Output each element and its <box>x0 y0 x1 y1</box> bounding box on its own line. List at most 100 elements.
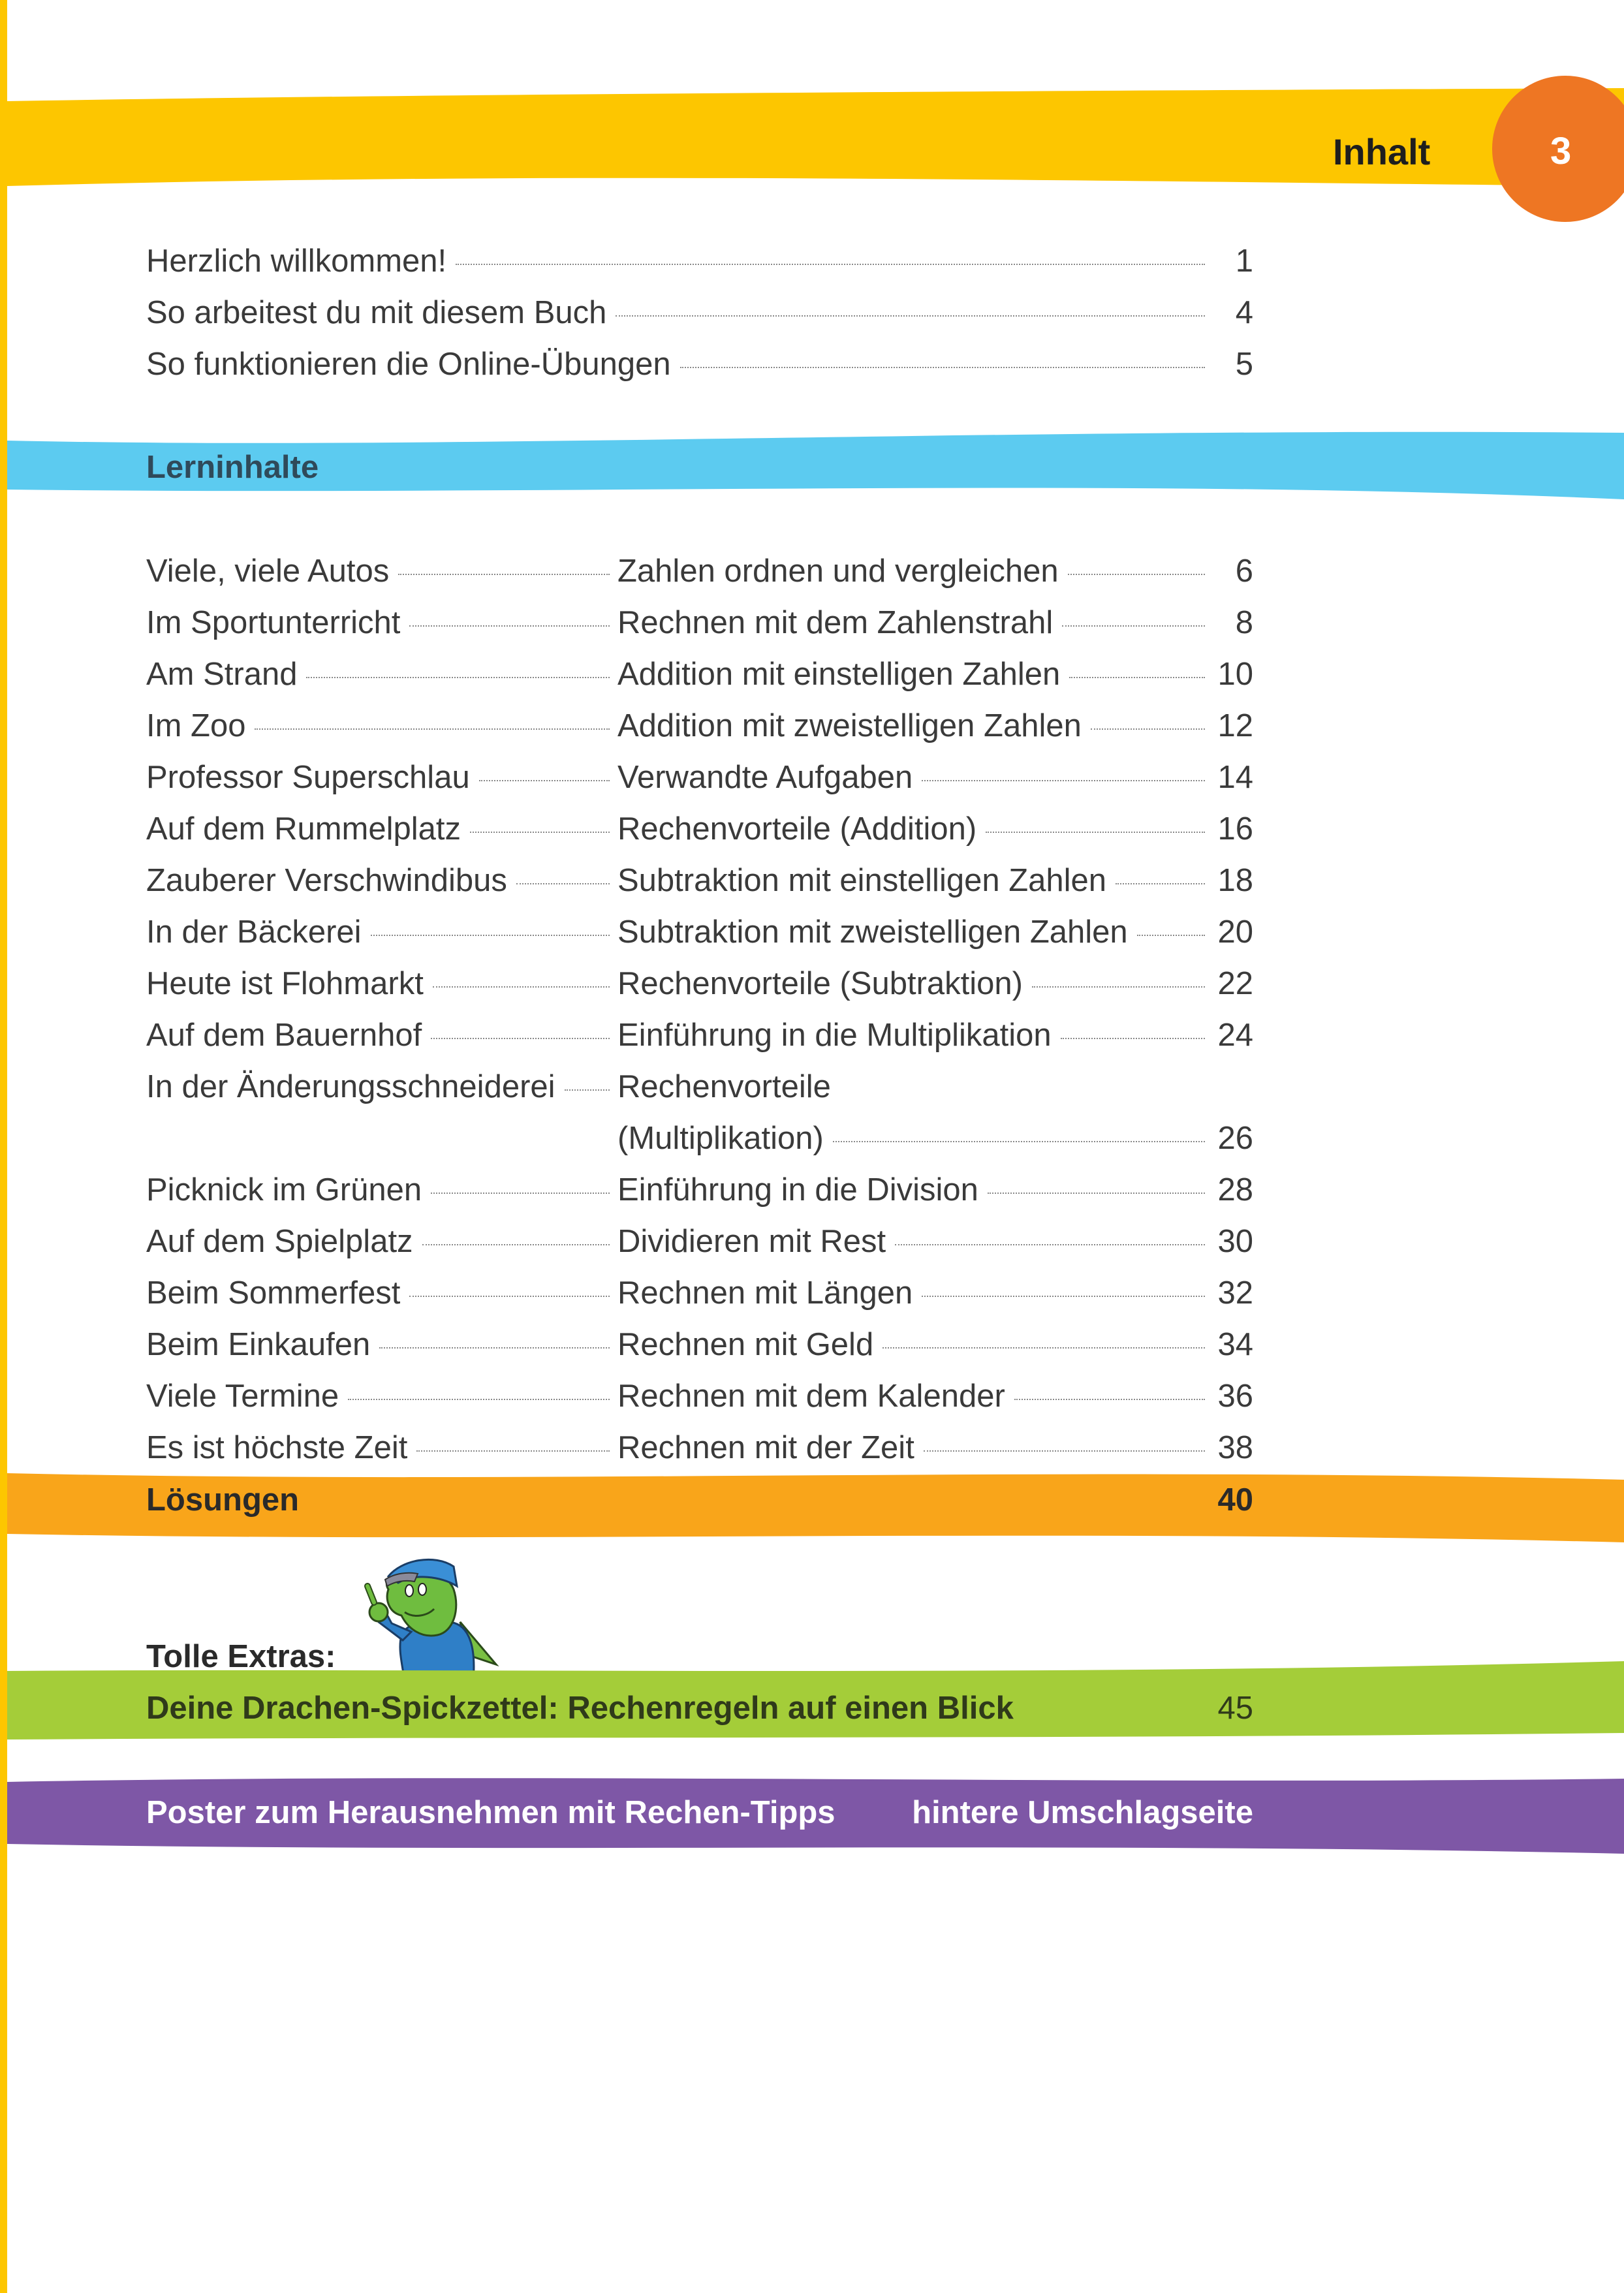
lesson-page: 8 <box>1235 605 1253 640</box>
lesson-title-cell[interactable]: In der Bäckerei <box>146 913 610 952</box>
dotted-leader <box>895 1244 1205 1245</box>
lesson-topic: Addition mit zweistelligen Zahlen <box>617 708 1082 743</box>
lesson-title: Picknick im Grünen <box>146 1172 422 1208</box>
lesson-topic: Zahlen ordnen und vergleichen <box>617 554 1059 589</box>
lesson-topic: Addition mit einstelligen Zahlen <box>617 657 1061 692</box>
lesson-page: 12 <box>1217 708 1253 743</box>
toc-page: 1 <box>1235 243 1253 279</box>
lesson-title: Auf dem Bauernhof <box>146 1018 422 1053</box>
lerninhalte-band <box>7 431 1624 499</box>
toc-intro-row[interactable]: Herzlich willkommen! 1 <box>146 242 1253 281</box>
lesson-title-cell[interactable]: Im Zoo <box>146 706 610 745</box>
lesson-title-cell[interactable]: Beim Einkaufen <box>146 1325 610 1364</box>
lesson-topic: Rechnen mit Geld <box>617 1327 874 1362</box>
lesson-title: In der Änderungsschneiderei <box>146 1069 555 1104</box>
lesson-topic-cell[interactable]: Addition mit einstelligen Zahlen 10 <box>617 655 1253 694</box>
toc-intro-row[interactable]: So funktionieren die Online-Übungen 5 <box>146 345 1253 384</box>
lesson-topic-cell[interactable]: Rechenvorteile (Addition) 16 <box>617 809 1253 849</box>
dotted-leader <box>987 1193 1205 1194</box>
lesson-title-cell[interactable]: Auf dem Rummelplatz <box>146 809 610 849</box>
dotted-leader <box>679 367 1205 368</box>
lesson-topic: Rechnen mit Längen <box>617 1275 913 1311</box>
lesson-page: 18 <box>1217 863 1253 898</box>
dotted-leader <box>255 728 610 730</box>
lesson-title-cell[interactable]: Am Strand <box>146 655 610 694</box>
lesson-title-cell[interactable]: Im Sportunterricht <box>146 603 610 642</box>
dotted-leader <box>1069 677 1205 678</box>
toc-page: 5 <box>1235 347 1253 382</box>
dotted-leader <box>306 677 610 678</box>
lesson-title-cell[interactable]: Picknick im Grünen <box>146 1170 610 1209</box>
lesson-title-cell[interactable]: Auf dem Bauernhof <box>146 1016 610 1055</box>
dotted-leader <box>1116 883 1205 884</box>
lesson-title-cell[interactable]: In der Änderungsschneiderei <box>146 1067 610 1106</box>
dotted-leader <box>564 1089 610 1091</box>
lesson-topic-cell[interactable]: Einführung in die Division 28 <box>617 1170 1253 1209</box>
lesson-page: 16 <box>1217 811 1253 847</box>
dotted-leader <box>398 574 610 575</box>
lesson-topic-cell[interactable]: Subtraktion mit einstelligen Zahlen 18 <box>617 861 1253 900</box>
left-edge-strip <box>0 0 7 2293</box>
lesson-title-cell[interactable]: Viele, viele Autos <box>146 552 610 591</box>
lesson-title-cell[interactable]: Beim Sommerfest <box>146 1273 610 1313</box>
lesson-topic-cell[interactable]: Rechenvorteile (Subtraktion) 22 <box>617 964 1253 1003</box>
poster-label: Poster zum Herausnehmen mit Rechen-Tipps <box>146 1795 835 1830</box>
page-number: 3 <box>1550 130 1572 172</box>
lesson-topic-cell[interactable]: Rechnen mit der Zeit 38 <box>617 1428 1253 1467</box>
lesson-topic-cell[interactable]: Rechnen mit dem Zahlenstrahl 8 <box>617 603 1253 642</box>
poster-entry[interactable]: Poster zum Herausnehmen mit Rechen-Tipps… <box>146 1793 1253 1832</box>
dotted-leader <box>409 1296 610 1297</box>
cheatsheet-entry[interactable]: Deine Drachen-Spickzettel: Rechenregeln … <box>146 1689 1253 1728</box>
dotted-leader <box>379 1347 610 1349</box>
dotted-leader <box>432 986 610 988</box>
lesson-topic: Einführung in die Multiplikation <box>617 1018 1052 1053</box>
lesson-topic-cell[interactable]: Subtraktion mit zweistelligen Zahlen 20 <box>617 913 1253 952</box>
lesson-topic-cell[interactable]: Addition mit zweistelligen Zahlen 12 <box>617 706 1253 745</box>
lesson-title-cell[interactable]: Professor Superschlau <box>146 758 610 797</box>
cheatsheet-band <box>7 1661 1624 1739</box>
lesson-topic-cell[interactable]: Rechnen mit dem Kalender 36 <box>617 1377 1253 1416</box>
dotted-leader <box>416 1450 610 1452</box>
lesson-topic-cell[interactable]: Verwandte Aufgaben 14 <box>617 758 1253 797</box>
lesson-title: Es ist höchste Zeit <box>146 1430 408 1465</box>
lesson-title: Viele, viele Autos <box>146 554 390 589</box>
dotted-leader <box>923 1450 1205 1452</box>
lesson-title: Im Sportunterricht <box>146 605 401 640</box>
toc-title: So funktionieren die Online-Übungen <box>146 347 671 382</box>
solutions-band <box>7 1473 1624 1542</box>
lesson-topic-cell[interactable]: Zahlen ordnen und vergleichen 6 <box>617 552 1253 591</box>
lesson-title-cell[interactable]: Auf dem Spielplatz <box>146 1222 610 1261</box>
toc-intro-row[interactable]: So arbeitest du mit diesem Buch 4 <box>146 293 1253 332</box>
lesson-title: Auf dem Spielplatz <box>146 1224 413 1259</box>
lesson-topic-cell[interactable]: Dividieren mit Rest 30 <box>617 1222 1253 1261</box>
lesson-topic: Dividieren mit Rest <box>617 1224 886 1259</box>
dotted-leader <box>1014 1399 1205 1400</box>
lesson-topic: Rechenvorteile (Subtraktion) <box>617 966 1023 1001</box>
dotted-leader <box>1136 935 1205 936</box>
lesson-topic-cell[interactable]: (Multiplikation) 26 <box>617 1119 1253 1158</box>
lesson-title: Viele Termine <box>146 1379 339 1414</box>
lesson-page: 6 <box>1235 554 1253 589</box>
section-heading: Lerninhalte <box>146 450 319 485</box>
solutions-entry[interactable]: Lösungen 40 <box>146 1480 1253 1520</box>
lesson-title-cell[interactable]: Viele Termine <box>146 1377 610 1416</box>
lesson-topic-cell[interactable]: Rechnen mit Längen 32 <box>617 1273 1253 1313</box>
lesson-page: 36 <box>1217 1379 1253 1414</box>
lesson-topic-continued: (Multiplikation) <box>617 1121 824 1156</box>
lesson-title: Zauberer Verschwindibus <box>146 863 507 898</box>
toc-title: Herzlich willkommen! <box>146 243 447 279</box>
lesson-page: 14 <box>1217 760 1253 795</box>
lesson-title: Beim Sommerfest <box>146 1275 401 1311</box>
dotted-leader <box>1067 574 1205 575</box>
dotted-leader <box>370 935 610 936</box>
cheatsheet-page: 45 <box>1217 1691 1253 1726</box>
solutions-label: Lösungen <box>146 1482 300 1518</box>
lesson-title-cell[interactable]: Heute ist Flohmarkt <box>146 964 610 1003</box>
poster-band <box>7 1778 1624 1854</box>
lesson-topic-cell[interactable]: Rechnen mit Geld 34 <box>617 1325 1253 1364</box>
lesson-topic-cell[interactable]: Einführung in die Multiplikation 24 <box>617 1016 1253 1055</box>
lesson-title-cell[interactable]: Zauberer Verschwindibus <box>146 861 610 900</box>
lesson-title: Heute ist Flohmarkt <box>146 966 424 1001</box>
lesson-title-cell[interactable]: Es ist höchste Zeit <box>146 1428 610 1467</box>
dotted-leader <box>616 315 1205 317</box>
